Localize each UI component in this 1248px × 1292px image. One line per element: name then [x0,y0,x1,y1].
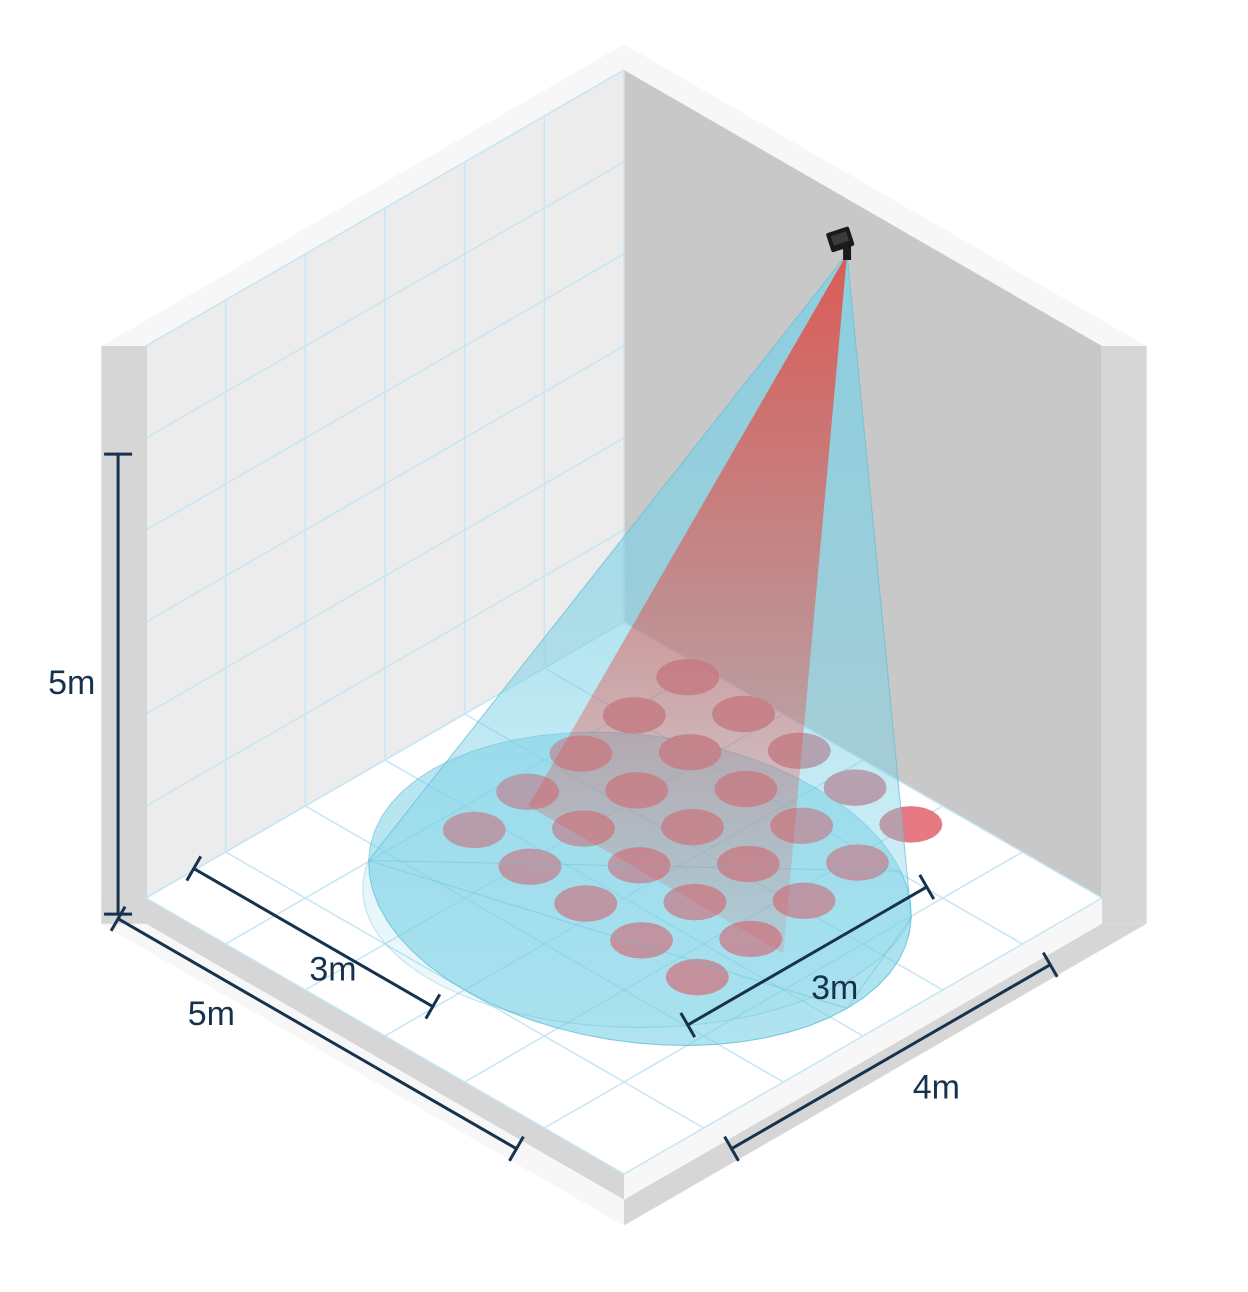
dim-depth-3m-label: 3m [811,969,858,1007]
dim-width-5m-label: 5m [188,995,235,1033]
dim-depth-4m-label: 4m [913,1069,960,1107]
dim-height: 5m [48,454,132,914]
dim-height-label: 5m [48,664,95,702]
sensor-coverage-diagram: 5m 5m 3m 3m 4m [0,0,1248,1292]
dim-width-3m-label: 3m [309,951,356,989]
